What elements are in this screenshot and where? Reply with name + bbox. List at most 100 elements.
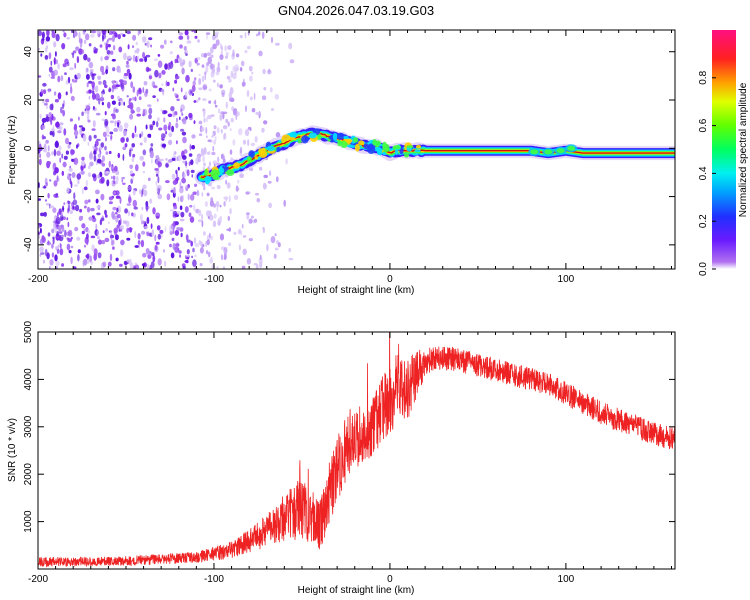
noise-speck [273,253,277,259]
noise-speck [198,97,201,101]
noise-speck [288,257,294,261]
noise-speck [69,178,72,185]
noise-speck [183,46,187,51]
noise-speck [185,53,188,56]
noise-speck [157,60,163,68]
noise-speck [184,91,188,99]
noise-speck [275,176,279,183]
noise-speck [38,30,43,37]
noise-speck [86,206,91,213]
noise-speck [248,65,253,72]
noise-speck [98,80,102,85]
noise-speck [123,101,125,106]
noise-speck [141,263,146,267]
noise-speck [70,245,74,249]
noise-speck [53,41,57,48]
noise-speck [240,60,245,67]
noise-speck [246,213,250,220]
noise-speck [51,252,55,258]
noise-speck [59,157,62,163]
noise-speck [127,186,132,191]
noise-speck [93,154,97,162]
noise-speck [86,90,90,94]
noise-speck [137,30,140,36]
noise-speck [141,220,145,225]
ridge-blob [219,167,225,174]
spectrogram-ridge [194,125,675,185]
noise-speck [97,158,102,164]
noise-speck [42,82,47,87]
noise-speck [44,55,49,60]
noise-speck [147,104,152,107]
noise-speck [130,109,135,114]
noise-speck [45,36,51,42]
noise-speck [212,132,215,137]
noise-speck [261,31,265,39]
noise-speck [182,117,187,125]
noise-speck [223,132,227,140]
noise-speck [42,38,45,41]
noise-speck [52,131,55,137]
noise-speck [126,68,131,74]
noise-speck [176,211,181,215]
noise-speck [211,69,216,75]
ridge-blob [353,137,359,143]
noise-speck [41,117,47,123]
noise-speck [54,254,58,262]
noise-speck [239,173,245,179]
noise-speck [55,51,57,57]
noise-speck [191,84,196,93]
noise-speck [141,206,144,211]
noise-speck [93,49,98,54]
ridge-blob [233,162,240,169]
noise-speck [147,133,151,138]
noise-speck [126,55,132,59]
noise-speck [115,175,119,182]
noise-speck [179,218,185,222]
noise-speck [164,260,167,267]
noise-speck [89,152,93,160]
noise-speck [267,180,272,184]
noise-speck [165,180,170,184]
noise-speck [164,226,167,232]
noise-speck [86,114,90,121]
noise-speck [108,37,113,41]
noise-speck [110,134,113,140]
snr-ytick-label: 1000 [23,510,34,533]
noise-speck [228,91,232,99]
noise-speck [244,50,248,54]
noise-speck [244,32,247,39]
noise-speck [150,223,153,229]
noise-speck [246,212,250,215]
noise-speck [213,213,217,219]
ridge-blob [406,145,414,149]
noise-speck [127,44,130,50]
noise-speck [123,72,129,77]
noise-speck [38,198,41,201]
noise-speck [246,89,250,98]
noise-speck [224,45,227,52]
ridge-blob [340,140,348,148]
noise-speck [107,261,112,267]
noise-speck [196,155,201,159]
noise-speck [115,257,119,262]
noise-speck [211,186,216,190]
noise-speck [100,193,105,201]
noise-speck [62,30,65,33]
noise-speck [109,50,114,55]
noise-speck [78,31,81,40]
noise-speck [74,79,78,83]
noise-speck [108,221,110,224]
noise-speck [136,47,139,55]
noise-speck [239,35,243,39]
noise-speck [65,137,69,145]
noise-speck [210,114,215,117]
noise-speck [101,155,105,163]
noise-speck [277,242,281,248]
noise-speck [57,75,61,83]
noise-speck [173,186,176,194]
noise-speck [206,192,210,197]
snr-ytick-label: 3000 [23,415,34,438]
noise-speck [171,173,176,180]
